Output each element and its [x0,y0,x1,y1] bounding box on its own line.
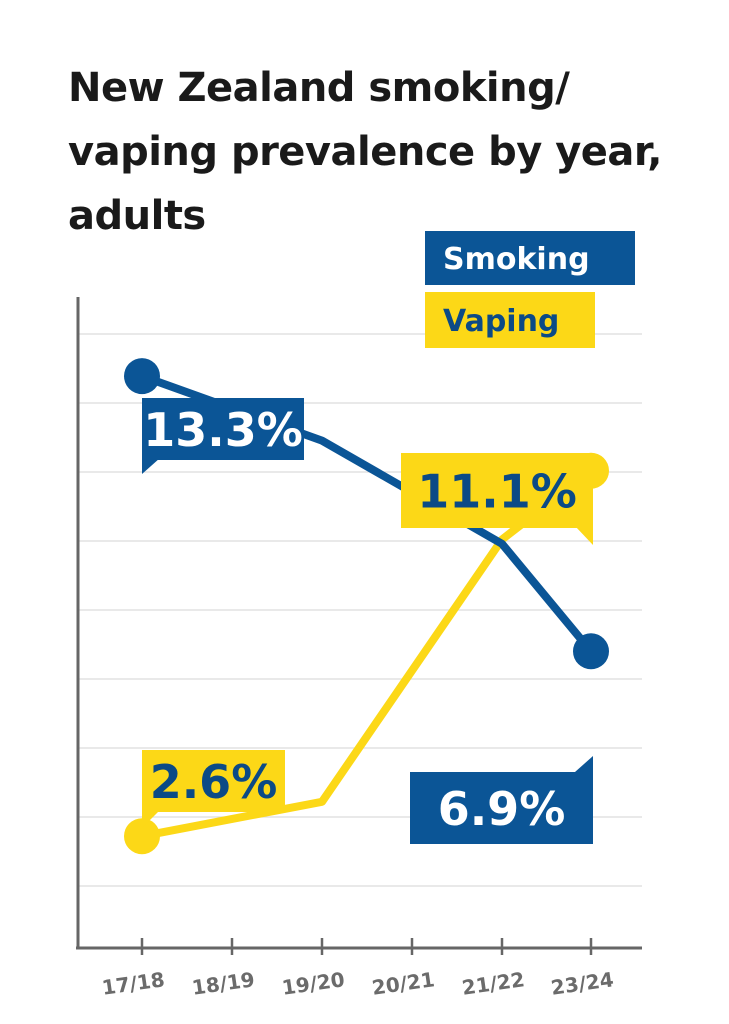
data-label: 11.1% [417,465,577,519]
x-tick-label: 21/22 [460,967,526,1000]
callout-box [142,398,304,460]
legend-swatch-smoking [425,231,635,285]
callout-box [142,750,285,812]
x-tick-label: 20/21 [370,967,436,1000]
data-label: 13.3% [143,403,303,457]
data-label: 6.9% [438,782,566,836]
legend-swatch-vaping [425,292,595,348]
x-tick-label: 19/20 [280,967,346,1000]
x-tick-label: 17/18 [100,967,166,1000]
data-point-smoking [124,358,160,395]
legend-label-vaping: Vaping [443,304,559,339]
legend-label-smoking: Smoking [443,242,590,277]
callout-pointer [142,810,160,828]
data-label: 2.6% [150,755,278,809]
callout-pointer [575,756,593,772]
callout-box [410,772,593,844]
chart-title: New Zealand smoking/ vaping prevalence b… [68,65,662,239]
legend: Smoking Vaping [425,231,635,348]
callout-pointer [575,526,593,545]
data-label-callouts: 13.3% 6.9% 2.6% 11.1% [142,398,593,844]
data-point-smoking [573,633,609,670]
axes [76,297,642,950]
callout-box [401,453,593,528]
callout-pointer [142,458,160,474]
x-tick-label: 18/19 [190,967,256,1000]
data-point-vaping [124,818,160,855]
x-tick-label: 23/24 [549,967,615,1000]
